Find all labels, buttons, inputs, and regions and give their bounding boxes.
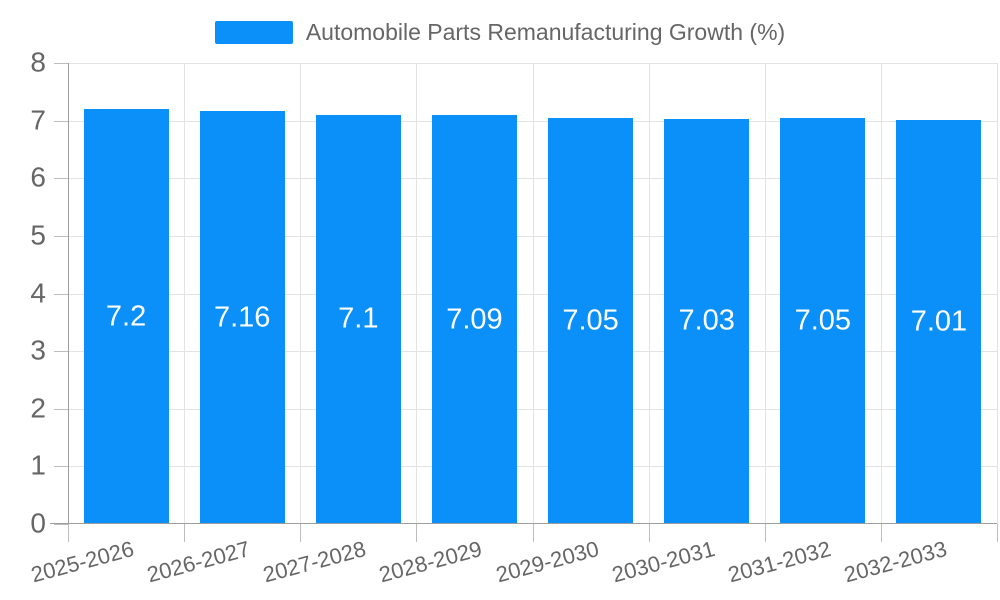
x-gridline [300, 63, 302, 524]
bar-value-label: 7.09 [446, 303, 503, 336]
y-axis-tick-label: 8 [30, 46, 46, 78]
y-axis-tick-label: 6 [30, 161, 46, 193]
y-axis-tick [54, 178, 68, 180]
y-axis-tick-label: 4 [30, 276, 46, 308]
x-gridline [880, 63, 882, 524]
y-axis-tick-label: 0 [30, 507, 46, 539]
y-axis-tick [54, 63, 68, 64]
x-gridline [648, 63, 650, 524]
x-axis-tick [416, 524, 418, 542]
x-axis-tick [648, 524, 650, 542]
y-axis-tick-label: 7 [30, 103, 46, 135]
bar[interactable]: 7.1 [315, 114, 401, 524]
y-axis-tick [54, 408, 68, 410]
legend-label: Automobile Parts Remanufacturing Growth … [305, 19, 786, 45]
bar[interactable]: 7.2 [83, 109, 169, 524]
bar-value-label: 7.03 [678, 304, 735, 337]
bar[interactable]: 7.05 [780, 117, 866, 524]
legend-swatch-icon [214, 21, 293, 44]
x-axis-tick [997, 524, 998, 542]
x-gridline [532, 63, 534, 524]
x-axis-tick [880, 524, 882, 542]
x-axis-tick [300, 524, 302, 542]
bar-value-label: 7.01 [910, 305, 968, 338]
y-axis-tick-label: 2 [30, 392, 46, 424]
y-axis-tick-label: 3 [30, 334, 46, 366]
x-gridline [764, 63, 766, 524]
bar[interactable]: 7.16 [199, 111, 285, 524]
plot-area: 0 1 2 3 4 5 6 7 8 7.2 7.16 7.1 7.09 7.05 7.03 7.05 7.01 2… [28, 46, 998, 587]
y-axis-tick-label: 1 [30, 449, 46, 481]
y-axis-tick [54, 466, 68, 468]
y-axis-tick-label: 5 [30, 219, 46, 251]
bar[interactable]: 7.05 [548, 117, 634, 524]
y-axis-tick [54, 120, 68, 122]
bar-value-label: 7.2 [105, 300, 147, 333]
x-axis-tick [184, 524, 186, 542]
bar-value-label: 7.05 [794, 304, 852, 337]
legend[interactable]: Automobile Parts Remanufacturing Growth … [0, 19, 1000, 46]
x-gridline [997, 63, 998, 524]
x-gridline [416, 63, 418, 524]
y-axis-line [68, 63, 69, 524]
bar-value-label: 7.1 [338, 302, 379, 335]
y-axis-tick [54, 524, 68, 525]
bar-value-label: 7.16 [213, 301, 271, 334]
bar-value-label: 7.05 [562, 304, 619, 337]
x-axis-tick [764, 524, 766, 542]
x-gridline [184, 63, 186, 524]
x-axis-line [50, 523, 997, 524]
y-axis-tick [54, 235, 68, 237]
y-axis-tick [54, 293, 68, 295]
bar[interactable]: 7.09 [431, 115, 517, 524]
y-axis-tick [54, 351, 68, 353]
x-axis-tick [68, 524, 69, 542]
bar[interactable]: 7.01 [896, 120, 982, 524]
bar[interactable]: 7.03 [664, 118, 750, 524]
x-axis-tick [532, 524, 534, 542]
